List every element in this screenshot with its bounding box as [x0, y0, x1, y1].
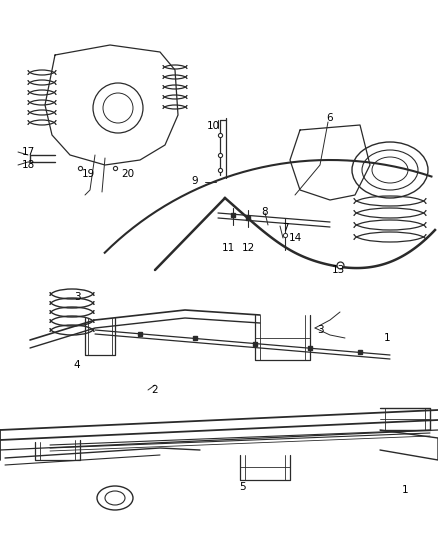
Text: 1: 1	[384, 333, 390, 343]
Text: 1: 1	[402, 485, 408, 495]
Text: 18: 18	[21, 160, 35, 170]
Text: 4: 4	[74, 360, 80, 370]
Text: 17: 17	[21, 147, 35, 157]
Text: 3: 3	[317, 325, 323, 335]
Text: 13: 13	[332, 265, 345, 275]
Text: 8: 8	[261, 207, 268, 217]
Text: 11: 11	[221, 243, 235, 253]
Text: 9: 9	[192, 176, 198, 186]
Text: 7: 7	[282, 223, 288, 233]
Text: 20: 20	[121, 169, 134, 179]
Text: 2: 2	[152, 385, 158, 395]
Text: 5: 5	[239, 482, 245, 492]
Text: 14: 14	[288, 233, 302, 243]
Text: 3: 3	[74, 292, 80, 302]
Text: 6: 6	[327, 113, 333, 123]
Text: 12: 12	[241, 243, 254, 253]
Text: 19: 19	[81, 169, 95, 179]
Text: 10: 10	[206, 121, 219, 131]
